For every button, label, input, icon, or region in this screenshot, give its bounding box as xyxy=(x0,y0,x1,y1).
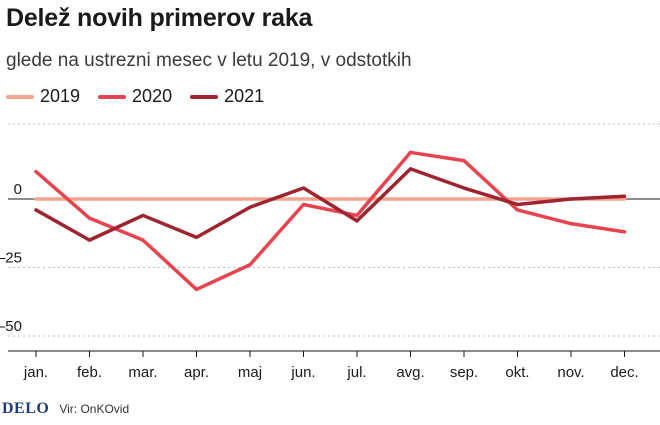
series-line-2020 xyxy=(34,150,627,292)
series-2019-point-0 xyxy=(34,197,38,201)
series-2021-point-10 xyxy=(569,197,573,201)
series-2021-point-8 xyxy=(462,186,466,190)
x-tick-label-0: jan. xyxy=(23,364,48,381)
series-2019-point-8 xyxy=(462,197,466,201)
series-2021-point-3 xyxy=(194,235,199,239)
series-2021-point-7 xyxy=(408,167,413,171)
x-tick-label-2: mar. xyxy=(128,364,157,381)
legend-label-2020: 2020 xyxy=(132,86,173,106)
x-tick-label-9: okt. xyxy=(505,364,529,381)
chart-subtitle: glede na ustrezni mesec v letu 2019, v o… xyxy=(6,50,412,71)
series-2019-point-4 xyxy=(248,197,252,201)
x-tick-label-11: dec. xyxy=(610,364,638,381)
x-tick-label-5: jun. xyxy=(290,364,315,381)
series-2021-point-5 xyxy=(301,186,306,190)
series-2019-point-1 xyxy=(87,197,92,201)
line-chart: 0 –25 –50 jan. feb. mar. apr. maj jun. jul. avg. se… xyxy=(0,123,660,381)
series-2021-point-1 xyxy=(87,238,92,242)
legend-item-2019: 2019 xyxy=(6,86,80,107)
series-2020-point-3 xyxy=(194,287,199,292)
x-tick-label-10: nov. xyxy=(557,364,584,381)
x-tick-label-3: apr. xyxy=(184,364,209,381)
series-2020-point-5 xyxy=(301,202,306,207)
series-2020-point-7 xyxy=(408,150,413,155)
series-2021-point-2 xyxy=(141,213,145,218)
series-2020-point-6 xyxy=(355,213,359,218)
y-tick-label-0: 0 xyxy=(14,181,22,198)
series-2019-point-11 xyxy=(622,197,627,201)
series-2019-point-9 xyxy=(515,197,520,201)
series-2019-point-6 xyxy=(355,197,359,201)
legend-swatch-2020 xyxy=(98,94,127,99)
series-2019-point-2 xyxy=(141,197,145,201)
y-tick-label-1: –25 xyxy=(0,250,22,267)
series-2020-point-11 xyxy=(622,230,627,234)
x-tick-label-6: jul. xyxy=(346,364,366,381)
series-2019-point-7 xyxy=(408,197,413,201)
series-line-2021 xyxy=(34,167,627,242)
series-2021-point-11 xyxy=(622,194,627,198)
series-2020-point-4 xyxy=(248,263,252,267)
legend-item-2020: 2020 xyxy=(98,86,172,107)
series-2021-point-4 xyxy=(248,205,252,209)
series-2020-point-9 xyxy=(515,208,520,212)
series-2020-point-2 xyxy=(141,238,145,242)
delo-logo: DELO xyxy=(2,400,50,417)
x-tick-label-8: sep. xyxy=(450,364,478,381)
legend-label-2019: 2019 xyxy=(40,86,81,106)
source-note: Vir: OnKOvid xyxy=(59,402,130,416)
series-2021-point-9 xyxy=(515,202,520,207)
series-2020-point-10 xyxy=(569,222,573,226)
series-2020-point-1 xyxy=(87,216,92,220)
series-2021-point-0 xyxy=(34,208,38,212)
series-2021-point-6 xyxy=(355,219,359,223)
y-tick-label-2: –50 xyxy=(0,318,22,335)
series-2020-point-0 xyxy=(34,170,38,174)
legend: 2019 2020 2021 xyxy=(6,86,264,107)
series-2020-point-8 xyxy=(462,159,466,163)
x-tick-label-7: avg. xyxy=(396,364,424,381)
chart-title: Delež novih primerov raka xyxy=(6,4,313,32)
x-tick-label-1: feb. xyxy=(77,364,102,381)
series-2019-point-5 xyxy=(301,197,306,201)
legend-item-2021: 2021 xyxy=(190,86,264,107)
legend-label-2021: 2021 xyxy=(224,86,265,106)
legend-swatch-2019 xyxy=(6,94,34,99)
legend-swatch-2021 xyxy=(190,94,219,99)
x-tick-label-4: maj xyxy=(238,364,262,381)
series-2019-point-3 xyxy=(194,197,199,201)
footer: DELO Vir: OnKOvid xyxy=(2,400,129,418)
